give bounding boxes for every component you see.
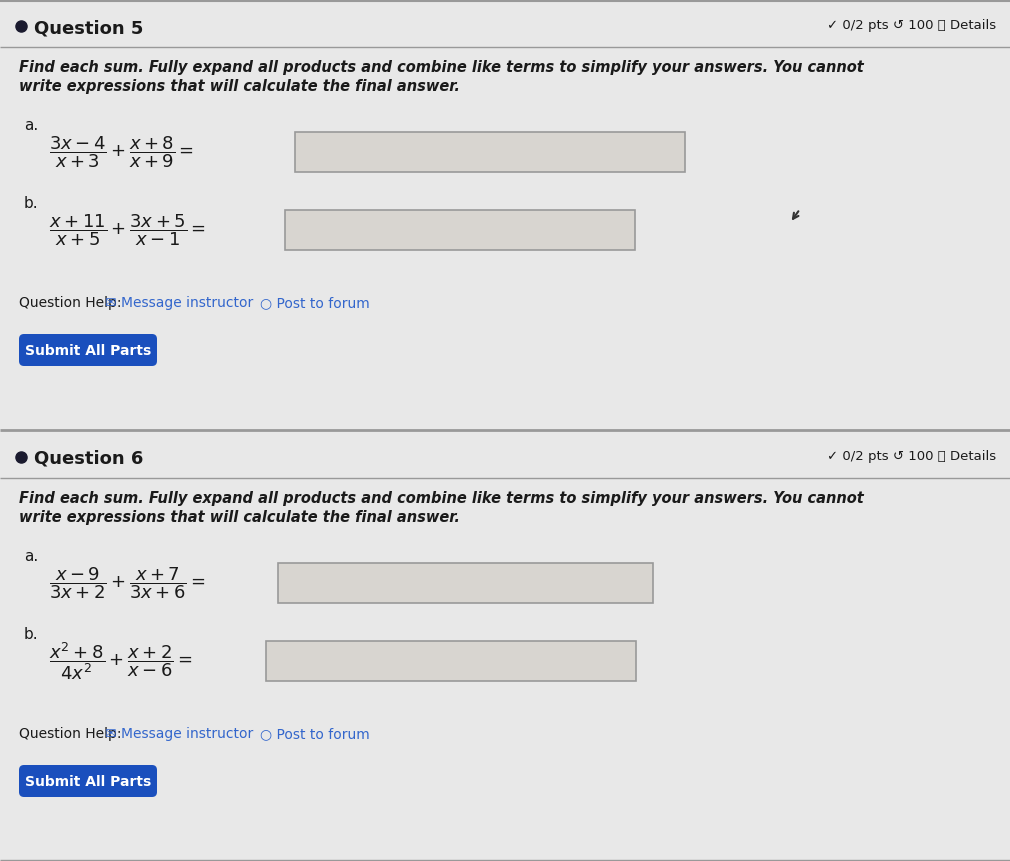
Text: a.: a. xyxy=(24,548,38,563)
Text: $\dfrac{x+11}{x+5}+\dfrac{3x+5}{x-1}=$: $\dfrac{x+11}{x+5}+\dfrac{3x+5}{x-1}=$ xyxy=(49,212,206,247)
Text: ✓ 0/2 pts ↺ 100 ⓘ Details: ✓ 0/2 pts ↺ 100 ⓘ Details xyxy=(827,449,996,462)
Bar xyxy=(278,563,653,604)
Bar xyxy=(0,430,1010,861)
Bar xyxy=(285,211,635,251)
Text: b.: b. xyxy=(24,195,38,211)
Text: Question 6: Question 6 xyxy=(34,449,143,468)
Text: $\dfrac{x^2+8}{4x^2}+\dfrac{x+2}{x-6}=$: $\dfrac{x^2+8}{4x^2}+\dfrac{x+2}{x-6}=$ xyxy=(49,640,193,681)
Text: $\dfrac{x-9}{3x+2}+\dfrac{x+7}{3x+6}=$: $\dfrac{x-9}{3x+2}+\dfrac{x+7}{3x+6}=$ xyxy=(49,565,206,600)
Text: ✉ Message instructor: ✉ Message instructor xyxy=(105,726,254,740)
Text: ✓ 0/2 pts ↺ 100 ⓘ Details: ✓ 0/2 pts ↺ 100 ⓘ Details xyxy=(827,19,996,32)
Text: b.: b. xyxy=(24,626,38,641)
Text: ✉ Message instructor: ✉ Message instructor xyxy=(105,295,254,310)
Bar xyxy=(295,133,685,173)
Text: write expressions that will calculate the final answer.: write expressions that will calculate th… xyxy=(19,79,460,94)
Text: $\dfrac{3x-4}{x+3}+\dfrac{x+8}{x+9}=$: $\dfrac{3x-4}{x+3}+\dfrac{x+8}{x+9}=$ xyxy=(49,134,194,170)
Text: write expressions that will calculate the final answer.: write expressions that will calculate th… xyxy=(19,510,460,524)
Text: Find each sum. Fully expand all products and combine like terms to simplify your: Find each sum. Fully expand all products… xyxy=(19,491,864,505)
Text: Question Help:: Question Help: xyxy=(19,726,121,740)
Text: a.: a. xyxy=(24,118,38,133)
Text: Submit All Parts: Submit All Parts xyxy=(25,344,152,357)
Bar xyxy=(0,0,1010,430)
Bar xyxy=(266,641,636,681)
Text: Question Help:: Question Help: xyxy=(19,295,121,310)
Text: ○ Post to forum: ○ Post to forum xyxy=(260,726,370,740)
FancyBboxPatch shape xyxy=(19,765,157,797)
Text: Question 5: Question 5 xyxy=(34,19,143,37)
FancyBboxPatch shape xyxy=(19,335,157,367)
Text: Submit All Parts: Submit All Parts xyxy=(25,774,152,788)
Text: ○ Post to forum: ○ Post to forum xyxy=(260,295,370,310)
Text: Find each sum. Fully expand all products and combine like terms to simplify your: Find each sum. Fully expand all products… xyxy=(19,60,864,75)
